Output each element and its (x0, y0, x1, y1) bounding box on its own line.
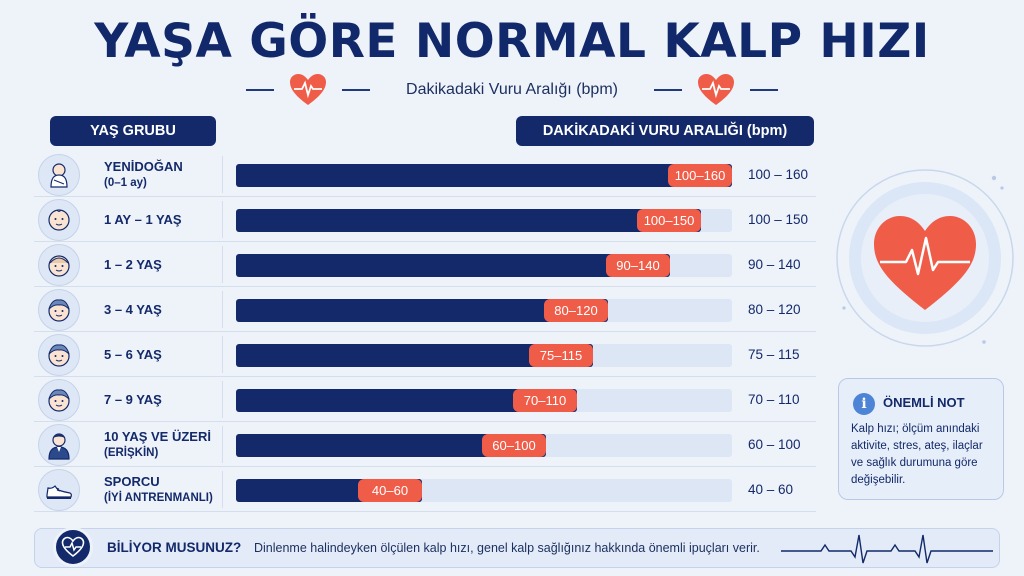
bar-track: 40–60 (236, 479, 732, 502)
table-row: SPORCU (İYİ ANTRENMANLI) 40–60 40 – 60 (34, 467, 816, 512)
toddler-face-icon (38, 244, 80, 286)
table-row: 1 AY – 1 YAŞ 100–150 100 – 150 (34, 197, 816, 242)
bar (236, 299, 608, 322)
info-icon: i (853, 393, 875, 415)
bar-track: 75–115 (236, 344, 732, 367)
bar (236, 434, 546, 457)
age-group-name: 1 AY – 1 YAŞ (104, 212, 182, 227)
bar-value-label: 40–60 (358, 479, 422, 502)
age-group-label: YENİDOĞAN (0–1 ay) (104, 152, 234, 197)
range-header: DAKİKADAKİ VURU ARALIĞI (bpm) (516, 116, 814, 146)
bar (236, 344, 593, 367)
adult-person-icon (38, 424, 80, 466)
range-value: 60 – 100 (748, 437, 801, 452)
did-you-know-banner: BİLİYOR MUSUNUZ? Dinlenme halindeyken öl… (34, 527, 1000, 568)
column-divider (222, 291, 223, 328)
bar-value-label: 100–160 (668, 164, 732, 187)
age-group-name: 1 – 2 YAŞ (104, 257, 162, 272)
bar-track: 60–100 (236, 434, 732, 457)
column-divider (222, 471, 223, 508)
age-group-name: 5 – 6 YAŞ (104, 347, 162, 362)
age-group-label: 5 – 6 YAŞ (104, 332, 234, 377)
bar-value-label: 60–100 (482, 434, 546, 457)
table-row: YENİDOĞAN (0–1 ay) 100–160 100 – 160 (34, 152, 816, 197)
age-group-label: 1 AY – 1 YAŞ (104, 197, 234, 242)
divider (342, 89, 371, 91)
bar-track: 70–110 (236, 389, 732, 412)
bar (236, 254, 670, 277)
age-group-label: 10 YAŞ VE ÜZERİ (ERİŞKİN) (104, 422, 234, 467)
child-face-icon (38, 379, 80, 421)
range-value: 70 – 110 (748, 392, 800, 407)
baby-swaddled-icon (38, 154, 80, 196)
heart-illustration (836, 169, 1014, 347)
table-row: 3 – 4 YAŞ 80–120 80 – 120 (34, 287, 816, 332)
age-group-label: 3 – 4 YAŞ (104, 287, 234, 332)
important-note: i ÖNEMLİ NOT Kalp hızı; ölçüm anındaki a… (838, 378, 1004, 500)
bar (236, 164, 732, 187)
bar-value-label: 70–110 (513, 389, 577, 412)
age-group-label: 7 – 9 YAŞ (104, 377, 234, 422)
age-group-name: 10 YAŞ VE ÜZERİ (104, 428, 211, 444)
column-divider (222, 201, 223, 238)
age-group-label: 1 – 2 YAŞ (104, 242, 234, 287)
age-group-name: YENİDOĞAN (104, 158, 183, 174)
heart-ecg-icon (697, 74, 734, 105)
divider (653, 89, 682, 91)
column-divider (222, 426, 223, 463)
heart-ecg-icon (53, 527, 93, 567)
age-group-name: SPORCU (104, 473, 160, 489)
age-group-name: 3 – 4 YAŞ (104, 302, 162, 317)
bar-track: 90–140 (236, 254, 732, 277)
bar-track: 80–120 (236, 299, 732, 322)
table-row: 5 – 6 YAŞ 75–115 75 – 115 (34, 332, 816, 377)
child-face-icon (38, 289, 80, 331)
column-divider (222, 156, 223, 193)
range-value: 40 – 60 (748, 482, 794, 497)
table-row: 10 YAŞ VE ÜZERİ (ERİŞKİN) 60–100 60 – 100 (34, 422, 816, 467)
bar (236, 209, 701, 232)
bar-value-label: 75–115 (529, 344, 593, 367)
child-face-icon (38, 334, 80, 376)
bar-track: 100–160 (236, 164, 732, 187)
heart-ecg-icon (290, 74, 327, 105)
age-group-header: YAŞ GRUBU (50, 116, 216, 146)
age-group-label: SPORCU (İYİ ANTRENMANLI) (104, 467, 234, 512)
page-subtitle: Dakikadaki Vuru Aralığı (bpm) (406, 81, 618, 98)
column-divider (222, 381, 223, 418)
bar-value-label: 90–140 (606, 254, 670, 277)
note-title: ÖNEMLİ NOT (883, 395, 965, 410)
footer-title: BİLİYOR MUSUNUZ? (107, 540, 242, 555)
range-value: 80 – 120 (748, 302, 801, 317)
subtitle-row: Dakikadaki Vuru Aralığı (bpm) (0, 72, 1024, 108)
age-group-sublabel: (ERİŞKİN) (104, 446, 159, 459)
age-group-sublabel: (İYİ ANTRENMANLI) (104, 491, 213, 504)
bar-value-label: 100–150 (637, 209, 701, 232)
range-value: 75 – 115 (748, 347, 800, 362)
note-text: Kalp hızı; ölçüm anındaki aktivite, stre… (851, 423, 983, 486)
range-value: 90 – 140 (748, 257, 801, 272)
page-title: YAŞA GÖRE NORMAL KALP HIZI (94, 14, 930, 69)
divider (246, 89, 275, 91)
ecg-line-icon (781, 534, 993, 564)
sneaker-icon (38, 469, 80, 511)
divider (749, 89, 778, 91)
footer-text: Dinlenme halindeyken ölçülen kalp hızı, … (254, 541, 760, 555)
bar-track: 100–150 (236, 209, 732, 232)
table-row: 1 – 2 YAŞ 90–140 90 – 140 (34, 242, 816, 287)
column-divider (222, 246, 223, 283)
column-divider (222, 336, 223, 373)
table-row: 7 – 9 YAŞ 70–110 70 – 110 (34, 377, 816, 422)
range-value: 100 – 160 (748, 167, 809, 182)
baby-face-icon (38, 199, 80, 241)
age-group-sublabel: (0–1 ay) (104, 176, 147, 189)
age-group-name: 7 – 9 YAŞ (104, 392, 162, 407)
range-value: 100 – 150 (748, 212, 809, 227)
bar-value-label: 80–120 (544, 299, 608, 322)
bar (236, 389, 577, 412)
